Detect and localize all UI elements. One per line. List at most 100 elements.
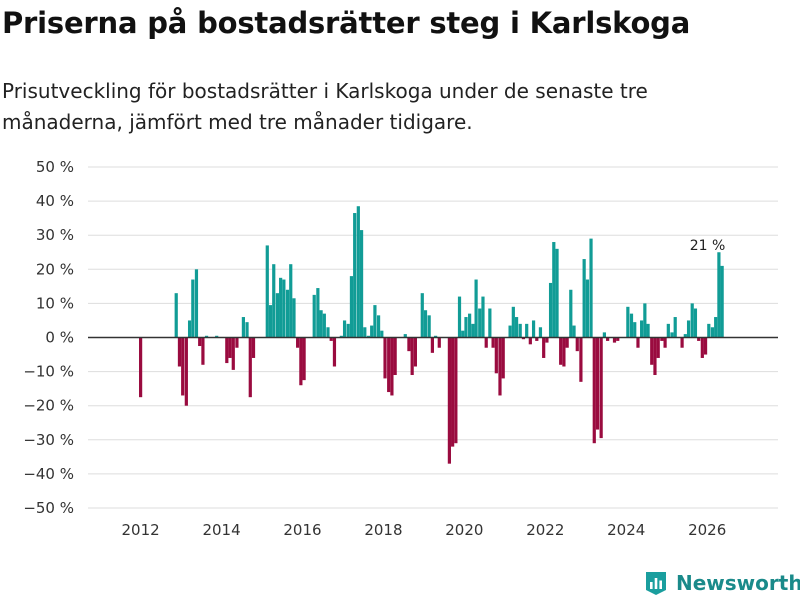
bar-73 (471, 323, 475, 338)
bar-85 (514, 317, 519, 338)
bar-47 (366, 335, 371, 338)
bar-98 (559, 337, 563, 365)
bar-125 (660, 337, 664, 341)
bar-32 (312, 294, 316, 338)
bar-123 (653, 337, 657, 376)
bar-21 (268, 305, 273, 338)
y-axis-tick-labels: 50 % 40 % 30 % 20 % 10 % 0 % −10 % −20 % −30 % −4… (23, 158, 74, 517)
bar-81 (498, 337, 502, 396)
bar-42 (349, 276, 354, 338)
bar-95 (548, 282, 553, 338)
bar-118 (636, 337, 640, 348)
bar-119 (640, 320, 644, 338)
bar-43 (353, 213, 357, 338)
bar-132 (686, 320, 691, 338)
bar-74 (474, 279, 478, 338)
bar-4 (184, 337, 188, 406)
bar-127 (666, 323, 670, 338)
bar-30 (299, 337, 303, 386)
y-tick-label: 0 % (45, 329, 74, 347)
bar-13 (228, 337, 232, 358)
bar-46 (363, 327, 367, 338)
bar-36 (326, 327, 330, 338)
bar-128 (670, 332, 674, 338)
bar-82 (501, 337, 505, 379)
bar-137 (703, 337, 708, 355)
bar-77 (484, 337, 488, 348)
bar-106 (585, 279, 589, 338)
bar-131 (683, 334, 687, 338)
bar-1 (174, 293, 178, 338)
bar-12 (225, 337, 229, 364)
bar-139 (710, 327, 715, 338)
bar-20 (265, 245, 269, 338)
bar-100 (565, 337, 569, 348)
bar-38 (332, 337, 337, 367)
bar-58 (410, 337, 414, 376)
bar-48 (370, 325, 374, 338)
bar-9 (201, 337, 205, 365)
bar-107 (589, 238, 593, 338)
y-tick-label: −40 % (23, 465, 74, 483)
bar-129 (673, 317, 677, 338)
bar-70 (461, 330, 465, 338)
bar-91 (535, 337, 539, 341)
y-tick-label: 20 % (36, 260, 74, 278)
bar-121 (646, 323, 650, 338)
bar-39 (339, 335, 343, 338)
bar-130 (680, 337, 684, 348)
bar-18 (248, 337, 252, 398)
bar-83 (508, 325, 512, 338)
x-tick-label: 2024 (607, 521, 645, 539)
bar-3 (181, 337, 185, 396)
bar-19 (251, 337, 256, 358)
x-tick-label: 2012 (122, 521, 160, 539)
newsworthy-logo[interactable]: Newsworthy (644, 568, 800, 598)
bar-29 (296, 337, 300, 348)
bar-99 (562, 337, 566, 367)
bar-22 (272, 264, 276, 338)
bar-97 (555, 248, 559, 338)
bar-2 (177, 337, 182, 367)
bar-69 (457, 296, 462, 338)
y-tick-label: −50 % (23, 499, 74, 517)
bar-8 (198, 337, 202, 347)
bar-61 (423, 310, 428, 338)
annotations: 21 % (690, 238, 726, 254)
bar-35 (322, 313, 326, 338)
bar-40 (342, 320, 347, 338)
bar-68 (454, 337, 458, 444)
bar-16 (241, 317, 245, 338)
bar-0 (139, 337, 143, 398)
bar-62 (427, 315, 431, 338)
bar-56 (403, 334, 407, 338)
bar-133 (690, 303, 694, 338)
bar-80 (494, 337, 498, 374)
bar-126 (663, 337, 667, 348)
bar-11 (215, 335, 219, 338)
bar-113 (612, 337, 617, 343)
bar-65 (437, 337, 441, 348)
brand-name: Newsworthy (676, 571, 800, 595)
bar-87 (521, 337, 526, 340)
bar-141 (717, 252, 721, 338)
bar-chart-logo-icon (646, 572, 666, 595)
chart-subtitle: Prisutveckling för bostadsrätter i Karls… (2, 79, 648, 134)
bar-6 (191, 279, 195, 338)
bar-92 (538, 327, 543, 338)
y-tick-label: 50 % (36, 158, 74, 176)
bar-90 (531, 320, 536, 338)
page-title: Priserna på bostadsrätter steg i Karlsko… (2, 6, 691, 40)
y-tick-label: 30 % (36, 226, 74, 244)
bar-10 (204, 335, 209, 338)
bar-79 (491, 337, 495, 348)
bar-14 (231, 337, 235, 370)
x-axis-tick-labels: 2012 2014 2016 2018 2020 2022 2024 2026 (122, 521, 727, 539)
bar-52 (383, 337, 387, 379)
bar-23 (275, 293, 279, 338)
bar-41 (346, 323, 350, 338)
x-tick-label: 2014 (202, 521, 240, 539)
bar-93 (542, 337, 546, 358)
data-label-latest: 21 % (690, 238, 726, 254)
